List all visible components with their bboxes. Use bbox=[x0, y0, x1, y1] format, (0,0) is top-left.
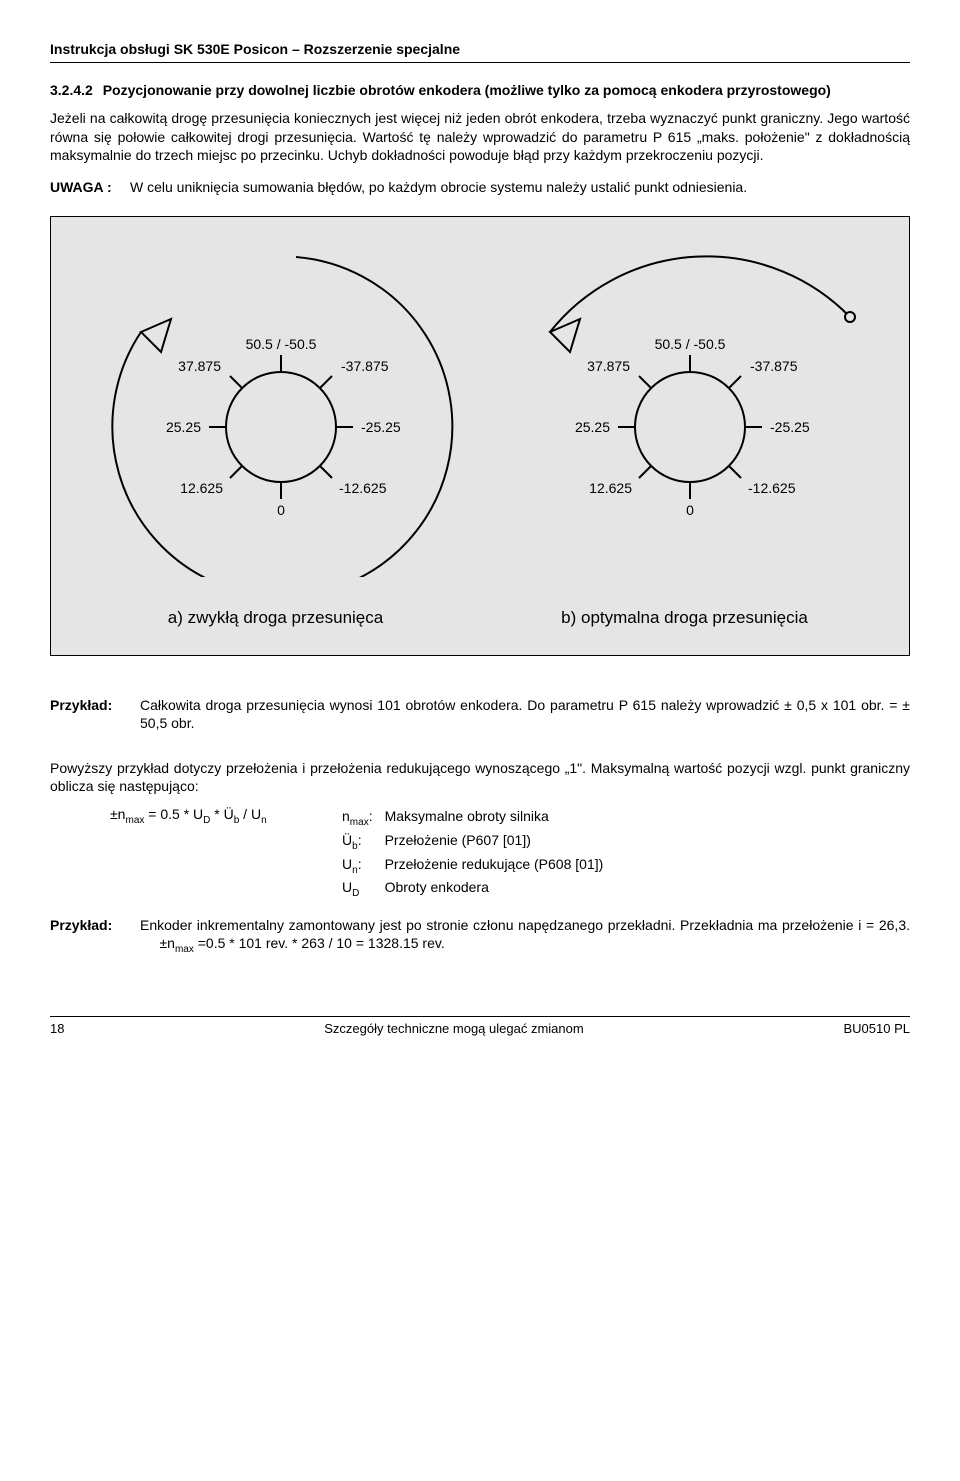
example-2-text2: ±nmax =0.5 * 101 rev. * 263 / 10 = 1328.… bbox=[159, 935, 444, 951]
tick-ul: 37.875 bbox=[178, 358, 221, 374]
tick-ml: 25.25 bbox=[165, 419, 200, 435]
section-title: Pozycjonowanie przy dowolnej liczbie obr… bbox=[103, 82, 831, 98]
tick-ml: 25.25 bbox=[574, 419, 609, 435]
footer-code: BU0510 PL bbox=[843, 1021, 910, 1038]
example-2-text: Enkoder inkrementalny zamontowany jest p… bbox=[140, 916, 910, 956]
page-header: Instrukcja obsługi SK 530E Posicon – Roz… bbox=[50, 40, 910, 63]
section-heading: 3.2.4.2 Pozycjonowanie przy dowolnej lic… bbox=[50, 81, 910, 99]
note-label: UWAGA : bbox=[50, 178, 130, 196]
tick-top: 50.5 / -50.5 bbox=[245, 336, 316, 352]
page-footer: 18 Szczegóły techniczne mogą ulegać zmia… bbox=[50, 1016, 910, 1038]
definitions-table: nmax: Maksymalne obroty silnika Üb: Prze… bbox=[340, 805, 615, 902]
example-2: Przykład: Enkoder inkrementalny zamontow… bbox=[50, 916, 910, 956]
tick-ur: -37.875 bbox=[341, 358, 389, 374]
example-1: Przykład: Całkowita droga przesunięcia w… bbox=[50, 696, 910, 732]
dial-a: 50.5 / -50.5 37.875 -37.875 25.25 -25.25… bbox=[81, 237, 471, 577]
def-un: Przełożenie redukujące (P608 [01]) bbox=[385, 855, 614, 877]
caption-a: a) zwykłą droga przesunięca bbox=[71, 607, 480, 629]
def-ub: Przełożenie (P607 [01]) bbox=[385, 831, 614, 853]
example-1-label: Przykład: bbox=[50, 696, 140, 732]
tick-ur: -37.875 bbox=[750, 358, 798, 374]
note-text: W celu uniknięcia sumowania błędów, po k… bbox=[130, 178, 910, 196]
def-ub-sym: Üb: bbox=[342, 831, 383, 853]
tick-top: 50.5 / -50.5 bbox=[654, 336, 725, 352]
tick-bottom: 0 bbox=[686, 502, 694, 518]
tick-ll: 12.625 bbox=[589, 480, 632, 496]
tick-mr: -25.25 bbox=[770, 419, 810, 435]
paragraph-1: Jeżeli na całkowitą drogę przesunięcia k… bbox=[50, 109, 910, 164]
tick-bottom: 0 bbox=[277, 502, 285, 518]
tick-mr: -25.25 bbox=[361, 419, 401, 435]
example-1-text: Całkowita droga przesunięcia wynosi 101 … bbox=[140, 696, 910, 732]
note-block: UWAGA : W celu uniknięcia sumowania błęd… bbox=[50, 178, 910, 196]
caption-b: b) optymalna droga przesunięcia bbox=[480, 607, 889, 629]
example-2-text1: Enkoder inkrementalny zamontowany jest p… bbox=[140, 917, 910, 933]
def-nmax-sym: nmax: bbox=[342, 807, 383, 829]
figure-box: 50.5 / -50.5 37.875 -37.875 25.25 -25.25… bbox=[50, 216, 910, 656]
example-2-label: Przykład: bbox=[50, 916, 140, 956]
tick-lr: -12.625 bbox=[339, 480, 387, 496]
dial-b: 50.5 / -50.5 37.875 -37.875 25.25 -25.25… bbox=[490, 237, 880, 577]
footer-center: Szczegóły techniczne mogą ulegać zmianom bbox=[324, 1021, 583, 1038]
def-ud: Obroty enkodera bbox=[385, 878, 614, 900]
tick-ll: 12.625 bbox=[180, 480, 223, 496]
paragraph-2: Powyższy przykład dotyczy przełożenia i … bbox=[50, 759, 910, 795]
def-un-sym: Un: bbox=[342, 855, 383, 877]
def-ud-sym: UD bbox=[342, 878, 383, 900]
formula: ±nmax = 0.5 * UD * Üb / Un bbox=[110, 806, 267, 822]
tick-lr: -12.625 bbox=[748, 480, 796, 496]
def-nmax: Maksymalne obroty silnika bbox=[385, 807, 614, 829]
section-number: 3.2.4.2 bbox=[50, 81, 93, 99]
definitions-block: ±nmax = 0.5 * UD * Üb / Un nmax: Maksyma… bbox=[110, 805, 910, 902]
tick-ul: 37.875 bbox=[587, 358, 630, 374]
footer-page: 18 bbox=[50, 1021, 64, 1038]
